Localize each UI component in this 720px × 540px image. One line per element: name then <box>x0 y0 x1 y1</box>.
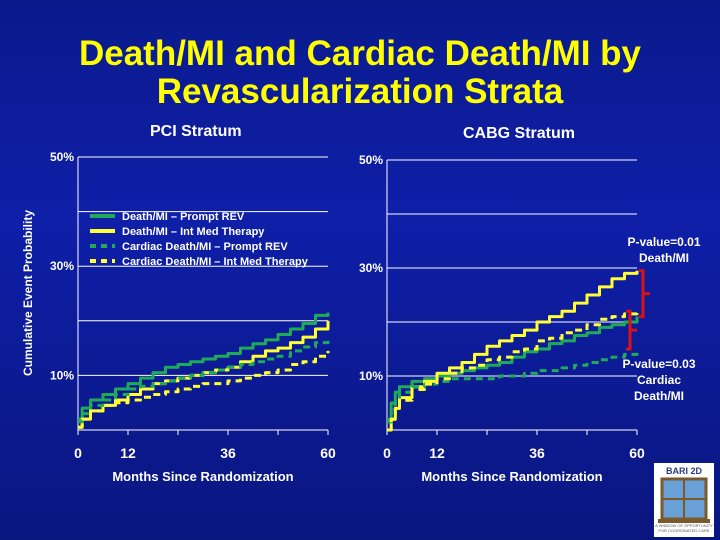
bari-2d-logo: BARI 2D A WINDOW OF OPPORTUNITY FOR COOR… <box>654 463 714 537</box>
slide-title-line2: Revascularization Strata <box>156 72 564 111</box>
cabg-x-tick-label: 36 <box>529 445 545 461</box>
pci-series-line-4 <box>78 350 330 429</box>
cabg-x-tick-label: 0 <box>383 445 391 461</box>
death-mi-pvalue-line-2: Death/MI <box>639 251 689 265</box>
pci-y-tick-label: 50% <box>50 150 74 164</box>
logo-caption: A WINDOW OF OPPORTUNITY FOR COORDINATED … <box>655 524 713 533</box>
legend-label-4: Cardiac Death/MI – Int Med Therapy <box>122 256 309 268</box>
cardiac-death-mi-pvalue-line-3: Death/MI <box>634 389 684 403</box>
legend-label-1: Death/MI – Prompt REV <box>122 211 245 223</box>
cabg-series-line-1 <box>387 316 639 421</box>
death-mi-pvalue-line-1: P-value=0.01 <box>627 235 700 249</box>
cabg-panel-title: CABG Stratum <box>463 125 576 142</box>
pci-x-tick-label: 36 <box>220 445 236 461</box>
cabg-series-line-3 <box>387 349 639 424</box>
legend-label-2: Death/MI – Int Med Therapy <box>122 226 265 238</box>
window-logo-icon: BARI 2D A WINDOW OF OPPORTUNITY FOR COOR… <box>654 463 714 537</box>
pci-x-tick-label: 12 <box>120 445 136 461</box>
legend-label-3: Cardiac Death/MI – Prompt REV <box>122 241 288 253</box>
pci-x-axis-title: Months Since Randomization <box>112 469 293 484</box>
pci-y-tick-label: 10% <box>50 368 74 382</box>
pci-y-tick-label: 30% <box>50 259 74 273</box>
slide-title-line1: Death/MI and Cardiac Death/MI by <box>78 34 642 73</box>
pci-x-tick-label: 60 <box>320 445 336 461</box>
death-mi-bracket <box>639 269 650 319</box>
cabg-x-tick-label: 12 <box>429 445 445 461</box>
cabg-y-tick-label: 30% <box>359 261 383 275</box>
cardiac-death-mi-bracket <box>626 309 637 351</box>
cabg-series-line-2 <box>387 270 639 432</box>
cabg-y-tick-label: 10% <box>359 369 383 383</box>
cardiac-death-mi-pvalue-line-1: P-value=0.03 <box>622 357 695 371</box>
cabg-series-line-4 <box>387 311 639 432</box>
cabg-y-tick-label: 50% <box>359 153 383 167</box>
pci-x-tick-label: 0 <box>74 445 82 461</box>
pci-panel-title: PCI Stratum <box>150 123 242 140</box>
cabg-x-axis-title: Months Since Randomization <box>421 469 602 484</box>
pci-y-axis-title: Cumulative Event Probability <box>21 210 35 376</box>
logo-text: BARI 2D <box>666 466 703 476</box>
pci-series-line-3 <box>78 339 330 424</box>
cabg-x-tick-label: 60 <box>629 445 645 461</box>
cardiac-death-mi-pvalue-line-2: Cardiac <box>637 373 681 387</box>
